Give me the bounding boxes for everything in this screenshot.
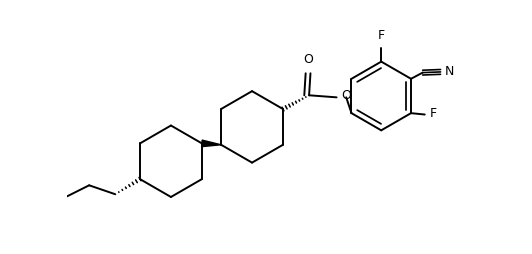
Text: N: N bbox=[445, 66, 454, 78]
Polygon shape bbox=[202, 140, 221, 147]
Text: O: O bbox=[303, 53, 313, 67]
Text: F: F bbox=[430, 107, 437, 120]
Text: O: O bbox=[342, 89, 351, 102]
Text: F: F bbox=[378, 29, 385, 42]
